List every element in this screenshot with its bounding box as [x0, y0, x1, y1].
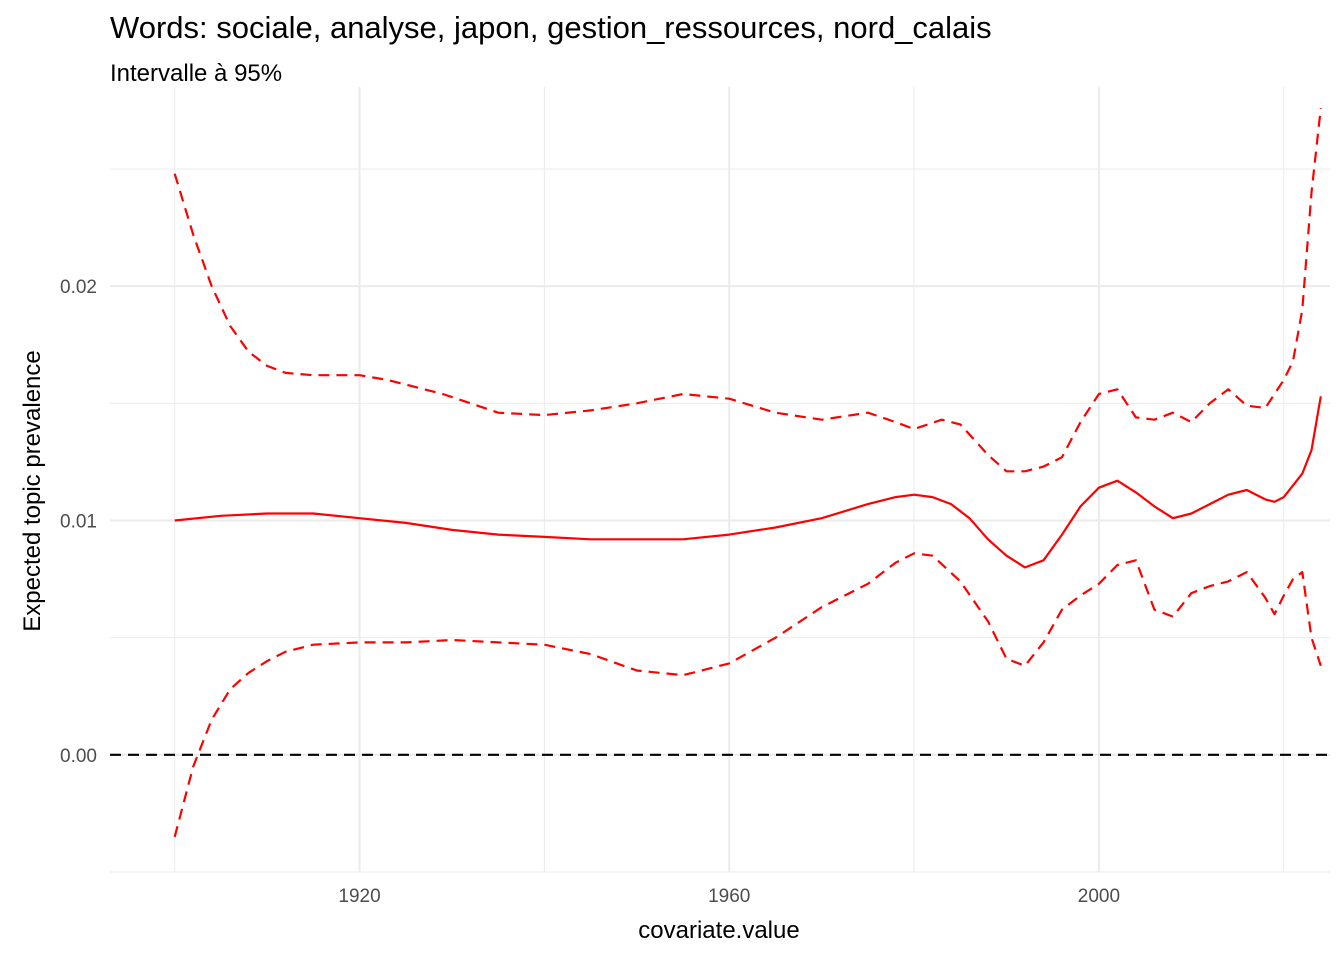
y-tick-label: 0.01 — [60, 512, 97, 533]
series-layer — [173, 107, 1322, 838]
x-axis-title: covariate.value — [638, 917, 799, 944]
estimate-line — [174, 396, 1322, 569]
y-tick-label: 0.02 — [60, 277, 97, 298]
x-tick-label: 1920 — [338, 886, 380, 907]
y-tick-label: 0.00 — [60, 746, 97, 767]
x-axis-ticks: 1920 1960 2000 — [338, 886, 1120, 907]
lower-ci-line — [173, 552, 1322, 838]
chart-subtitle: Intervalle à 95% — [110, 60, 283, 87]
x-tick-label: 1960 — [708, 886, 750, 907]
x-tick-label: 2000 — [1078, 886, 1120, 907]
upper-ci-line — [173, 107, 1322, 473]
y-axis-title: Expected topic prevalence — [19, 350, 46, 632]
chart-title: Words: sociale, analyse, japon, gestion_… — [110, 10, 992, 45]
y-axis-ticks: 0.00 0.01 0.02 — [60, 277, 97, 767]
